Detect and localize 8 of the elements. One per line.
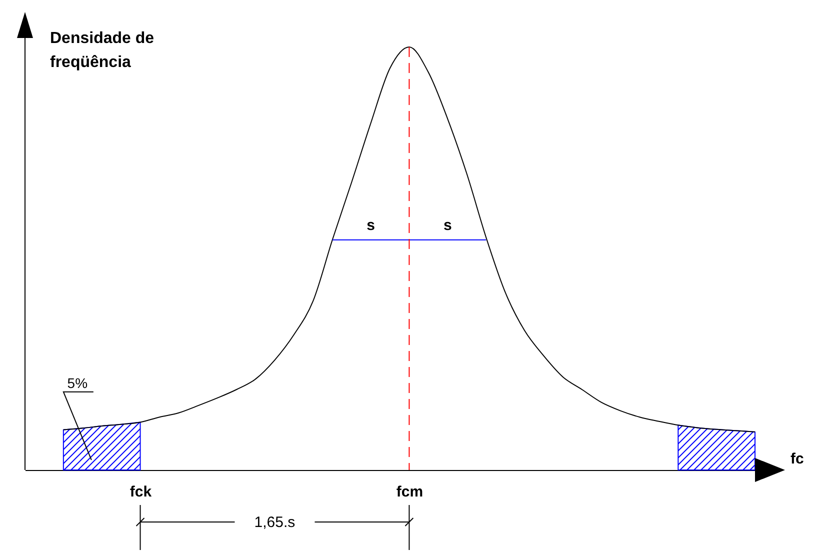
x-tick-label: fcm bbox=[396, 484, 424, 500]
x-tick-label: fck bbox=[130, 484, 152, 500]
x-axis-title: fc bbox=[790, 450, 804, 468]
annotation: s bbox=[366, 216, 375, 234]
annotation: s bbox=[443, 216, 452, 234]
annotation: 5% bbox=[67, 374, 88, 391]
text: 1,65.s bbox=[254, 514, 296, 531]
y-axis-title: Densidade de freqüência bbox=[50, 29, 156, 73]
